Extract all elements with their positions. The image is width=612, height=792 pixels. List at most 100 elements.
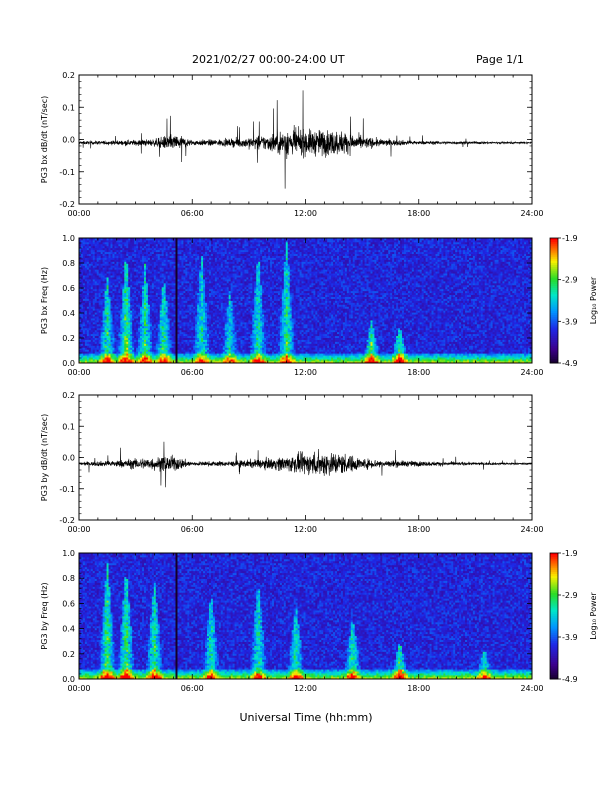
spectrogram-cell	[79, 294, 82, 297]
spectrogram-cell	[132, 249, 135, 253]
spectrogram-cell	[114, 245, 117, 249]
spectrogram-cell	[106, 300, 109, 303]
spectrogram-cell	[79, 306, 82, 309]
spectrogram-cell	[140, 357, 143, 360]
spectrogram-cell	[122, 320, 125, 323]
spectrogram-cell	[134, 284, 137, 288]
spectrogram-cell	[104, 359, 107, 362]
spectrogram-cell	[84, 251, 88, 255]
spectrogram-cell	[136, 284, 139, 288]
spectrogram-cell	[84, 298, 88, 301]
spectrogram-cell	[98, 359, 102, 362]
spectrogram-cell	[138, 349, 141, 352]
spectrogram-cell	[122, 353, 125, 356]
spectrogram-cell	[104, 353, 107, 356]
spectrogram-cell	[94, 349, 98, 352]
spectrogram-cell	[94, 288, 98, 292]
spectrogram-cell	[142, 314, 145, 317]
spectrogram-cell	[140, 286, 143, 290]
spectrogram-cell	[86, 300, 90, 303]
spectrogram-cell	[134, 333, 137, 337]
spectrogram-cell	[112, 249, 115, 253]
spectrogram-cell	[90, 327, 94, 331]
spectrogram-cell	[118, 361, 121, 364]
spectrogram-cell	[92, 251, 96, 255]
spectrogram-cell	[114, 282, 117, 286]
spectrogram-cell	[128, 349, 131, 352]
spectrogram-cell	[145, 306, 149, 309]
spectrogram-cell	[114, 280, 117, 284]
spectrogram-cell	[116, 351, 119, 354]
spectrogram-cell	[122, 300, 125, 303]
spectrogram-cell	[90, 239, 94, 243]
spectrogram-cell	[79, 271, 82, 274]
spectrogram-cell	[84, 310, 88, 313]
spectrogram-cell	[82, 277, 86, 280]
spectrogram-cell	[84, 279, 88, 282]
spectrogram-cell	[132, 331, 135, 335]
spectrogram-cell	[128, 273, 131, 276]
spectrogram-cell	[112, 269, 115, 272]
spectrogram-cell	[96, 343, 100, 346]
spectrogram-cell	[94, 304, 98, 307]
spectrogram-cell	[86, 296, 90, 299]
spectrogram-cell	[118, 329, 121, 333]
spectrogram-cell	[120, 298, 123, 301]
spectrogram-cell	[86, 359, 90, 362]
spectrogram-cell	[110, 253, 113, 256]
spectrogram-cell	[102, 257, 105, 260]
spectrogram-cell	[98, 282, 102, 286]
spectrogram-cell	[130, 279, 133, 282]
spectrogram-cell	[112, 323, 115, 327]
spectrogram-cell	[108, 275, 111, 278]
spectrogram-cell	[102, 253, 105, 256]
spectrogram-cell	[82, 267, 86, 270]
spectrogram-cell	[102, 347, 105, 350]
spectrogram-cell	[94, 359, 98, 362]
spectrogram-cell	[79, 357, 82, 360]
spectrogram-cell	[82, 296, 86, 299]
spectrogram-cell	[114, 320, 117, 323]
spectrogram-cell	[82, 355, 86, 358]
spectrogram-cell	[88, 351, 92, 354]
spectrogram-cell	[149, 329, 153, 333]
spectrogram-cell	[130, 351, 133, 354]
spectrogram-cell	[110, 325, 113, 329]
spectrogram-cell	[151, 347, 155, 350]
spectrogram-cell	[132, 238, 135, 241]
spectrogram-cell	[100, 327, 104, 331]
spectrogram-cell	[84, 273, 88, 276]
spectrogram-cell	[136, 351, 139, 354]
spectrogram-cell	[144, 275, 147, 278]
spectrogram-cell	[116, 261, 119, 264]
spectrogram-cell	[132, 261, 135, 264]
spectrogram-cell	[145, 341, 149, 344]
spectrogram-cell	[100, 294, 104, 297]
spectrogram-cell	[88, 343, 92, 346]
spectrogram-cell	[90, 277, 94, 280]
spectrogram-cell	[116, 239, 119, 243]
spectrogram-cell	[98, 347, 102, 350]
spectrogram-cell	[136, 261, 139, 264]
spectrogram-cell	[114, 275, 117, 278]
spectrogram-cell	[147, 298, 151, 301]
spectrogram-cell	[130, 318, 133, 321]
spectrogram-cell	[126, 318, 129, 321]
spectrogram-cell	[116, 318, 119, 321]
spectrogram-cell	[112, 321, 115, 325]
spectrogram-cell	[138, 308, 141, 311]
spectrogram-cell	[118, 304, 121, 307]
spectrogram-cell	[118, 249, 121, 253]
spectrogram-cell	[86, 292, 90, 296]
spectrogram-cell	[88, 288, 92, 292]
spectrogram-cell	[122, 269, 125, 272]
spectrogram-cell	[110, 275, 113, 278]
spectrogram-cell	[128, 282, 131, 286]
spectrogram-cell	[118, 261, 121, 264]
spectrogram-cell	[118, 355, 121, 358]
spectrogram-cell	[79, 314, 82, 317]
spectrogram-cell	[94, 320, 98, 323]
spectrogram-cell	[84, 321, 88, 325]
spectrogram-cell	[112, 290, 115, 294]
spectrogram-cell	[144, 257, 147, 260]
